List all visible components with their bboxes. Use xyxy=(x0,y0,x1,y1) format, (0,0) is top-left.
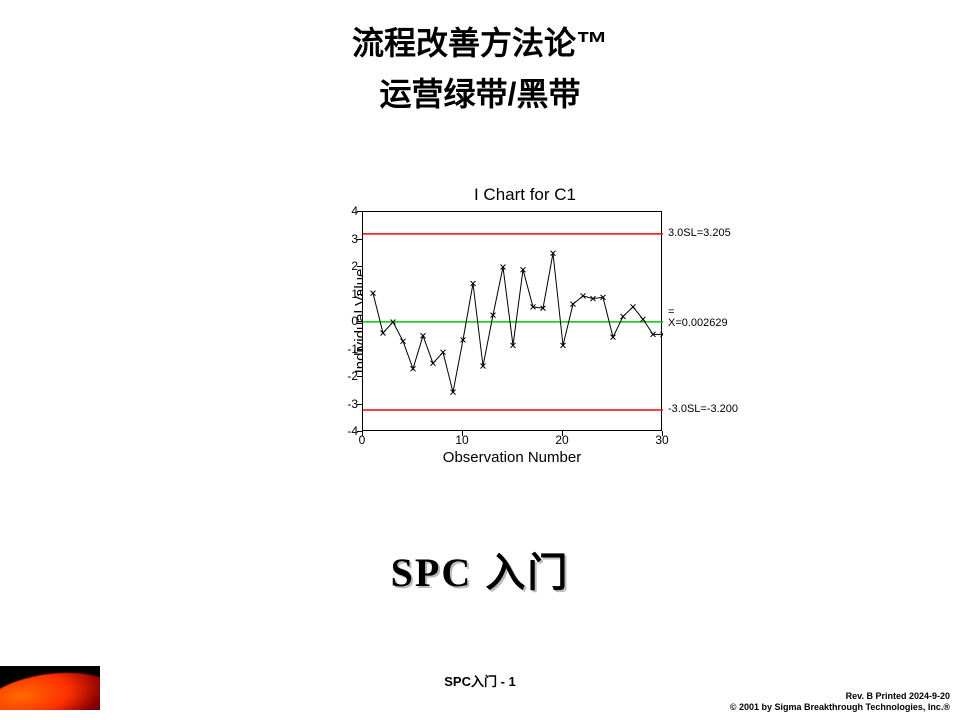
ytick-label: 1 xyxy=(328,287,358,301)
control-chart: I Chart for C1 Individual Value Observat… xyxy=(300,185,750,471)
ytick-label: -4 xyxy=(328,424,358,438)
title-line-2: 运营绿带/黑带 xyxy=(0,69,960,120)
subtitle-spc: SPC xyxy=(391,550,473,595)
ytick-label: 4 xyxy=(328,204,358,218)
chart-xlabel: Observation Number xyxy=(362,449,662,466)
ytick-mark xyxy=(357,349,362,350)
ytick-mark xyxy=(357,239,362,240)
xtick-mark xyxy=(462,431,463,436)
footer-right: Rev. B Printed 2024-9-20 © 2001 by Sigma… xyxy=(730,691,950,714)
ytick-label: 3 xyxy=(328,232,358,246)
ytick-label: -3 xyxy=(328,397,358,411)
ytick-mark xyxy=(357,404,362,405)
annot-center: X=0.002629 xyxy=(668,317,728,329)
ytick-label: 0 xyxy=(328,314,358,328)
title-line-1: 流程改善方法论™ xyxy=(0,18,960,69)
footer: SPC入门 - 1 Rev. B Printed 2024-9-20 © 200… xyxy=(0,666,960,720)
footer-rev: Rev. B Printed 2024-9-20 xyxy=(730,691,950,703)
subtitle-block: SPC 入门 xyxy=(0,540,960,598)
chart-area: Individual Value Observation Number -4-3… xyxy=(300,211,750,471)
footer-center: SPC入门 - 1 xyxy=(0,671,960,690)
xtick-mark xyxy=(362,431,363,436)
chart-title: I Chart for C1 xyxy=(300,185,750,205)
xtick-mark xyxy=(662,431,663,436)
ytick-mark xyxy=(357,211,362,212)
footer-copyright: © 2001 by Sigma Breakthrough Technologie… xyxy=(730,702,950,714)
ytick-label: 2 xyxy=(328,259,358,273)
ytick-label: -1 xyxy=(328,342,358,356)
title-block: 流程改善方法论™ 运营绿带/黑带 xyxy=(0,0,960,120)
subtitle-rest: 入门 xyxy=(472,551,569,595)
ytick-mark xyxy=(357,321,362,322)
subtitle: SPC 入门 xyxy=(391,540,570,598)
chart-svg xyxy=(363,212,663,432)
ytick-mark xyxy=(357,376,362,377)
annot-ucl: 3.0SL=3.205 xyxy=(668,227,731,239)
ytick-mark xyxy=(357,266,362,267)
ytick-label: -2 xyxy=(328,369,358,383)
ytick-mark xyxy=(357,294,362,295)
chart-plot xyxy=(362,211,662,431)
xtick-mark xyxy=(562,431,563,436)
annot-lcl: -3.0SL=-3.200 xyxy=(668,403,738,415)
slide: 流程改善方法论™ 运营绿带/黑带 I Chart for C1 Individu… xyxy=(0,0,960,720)
